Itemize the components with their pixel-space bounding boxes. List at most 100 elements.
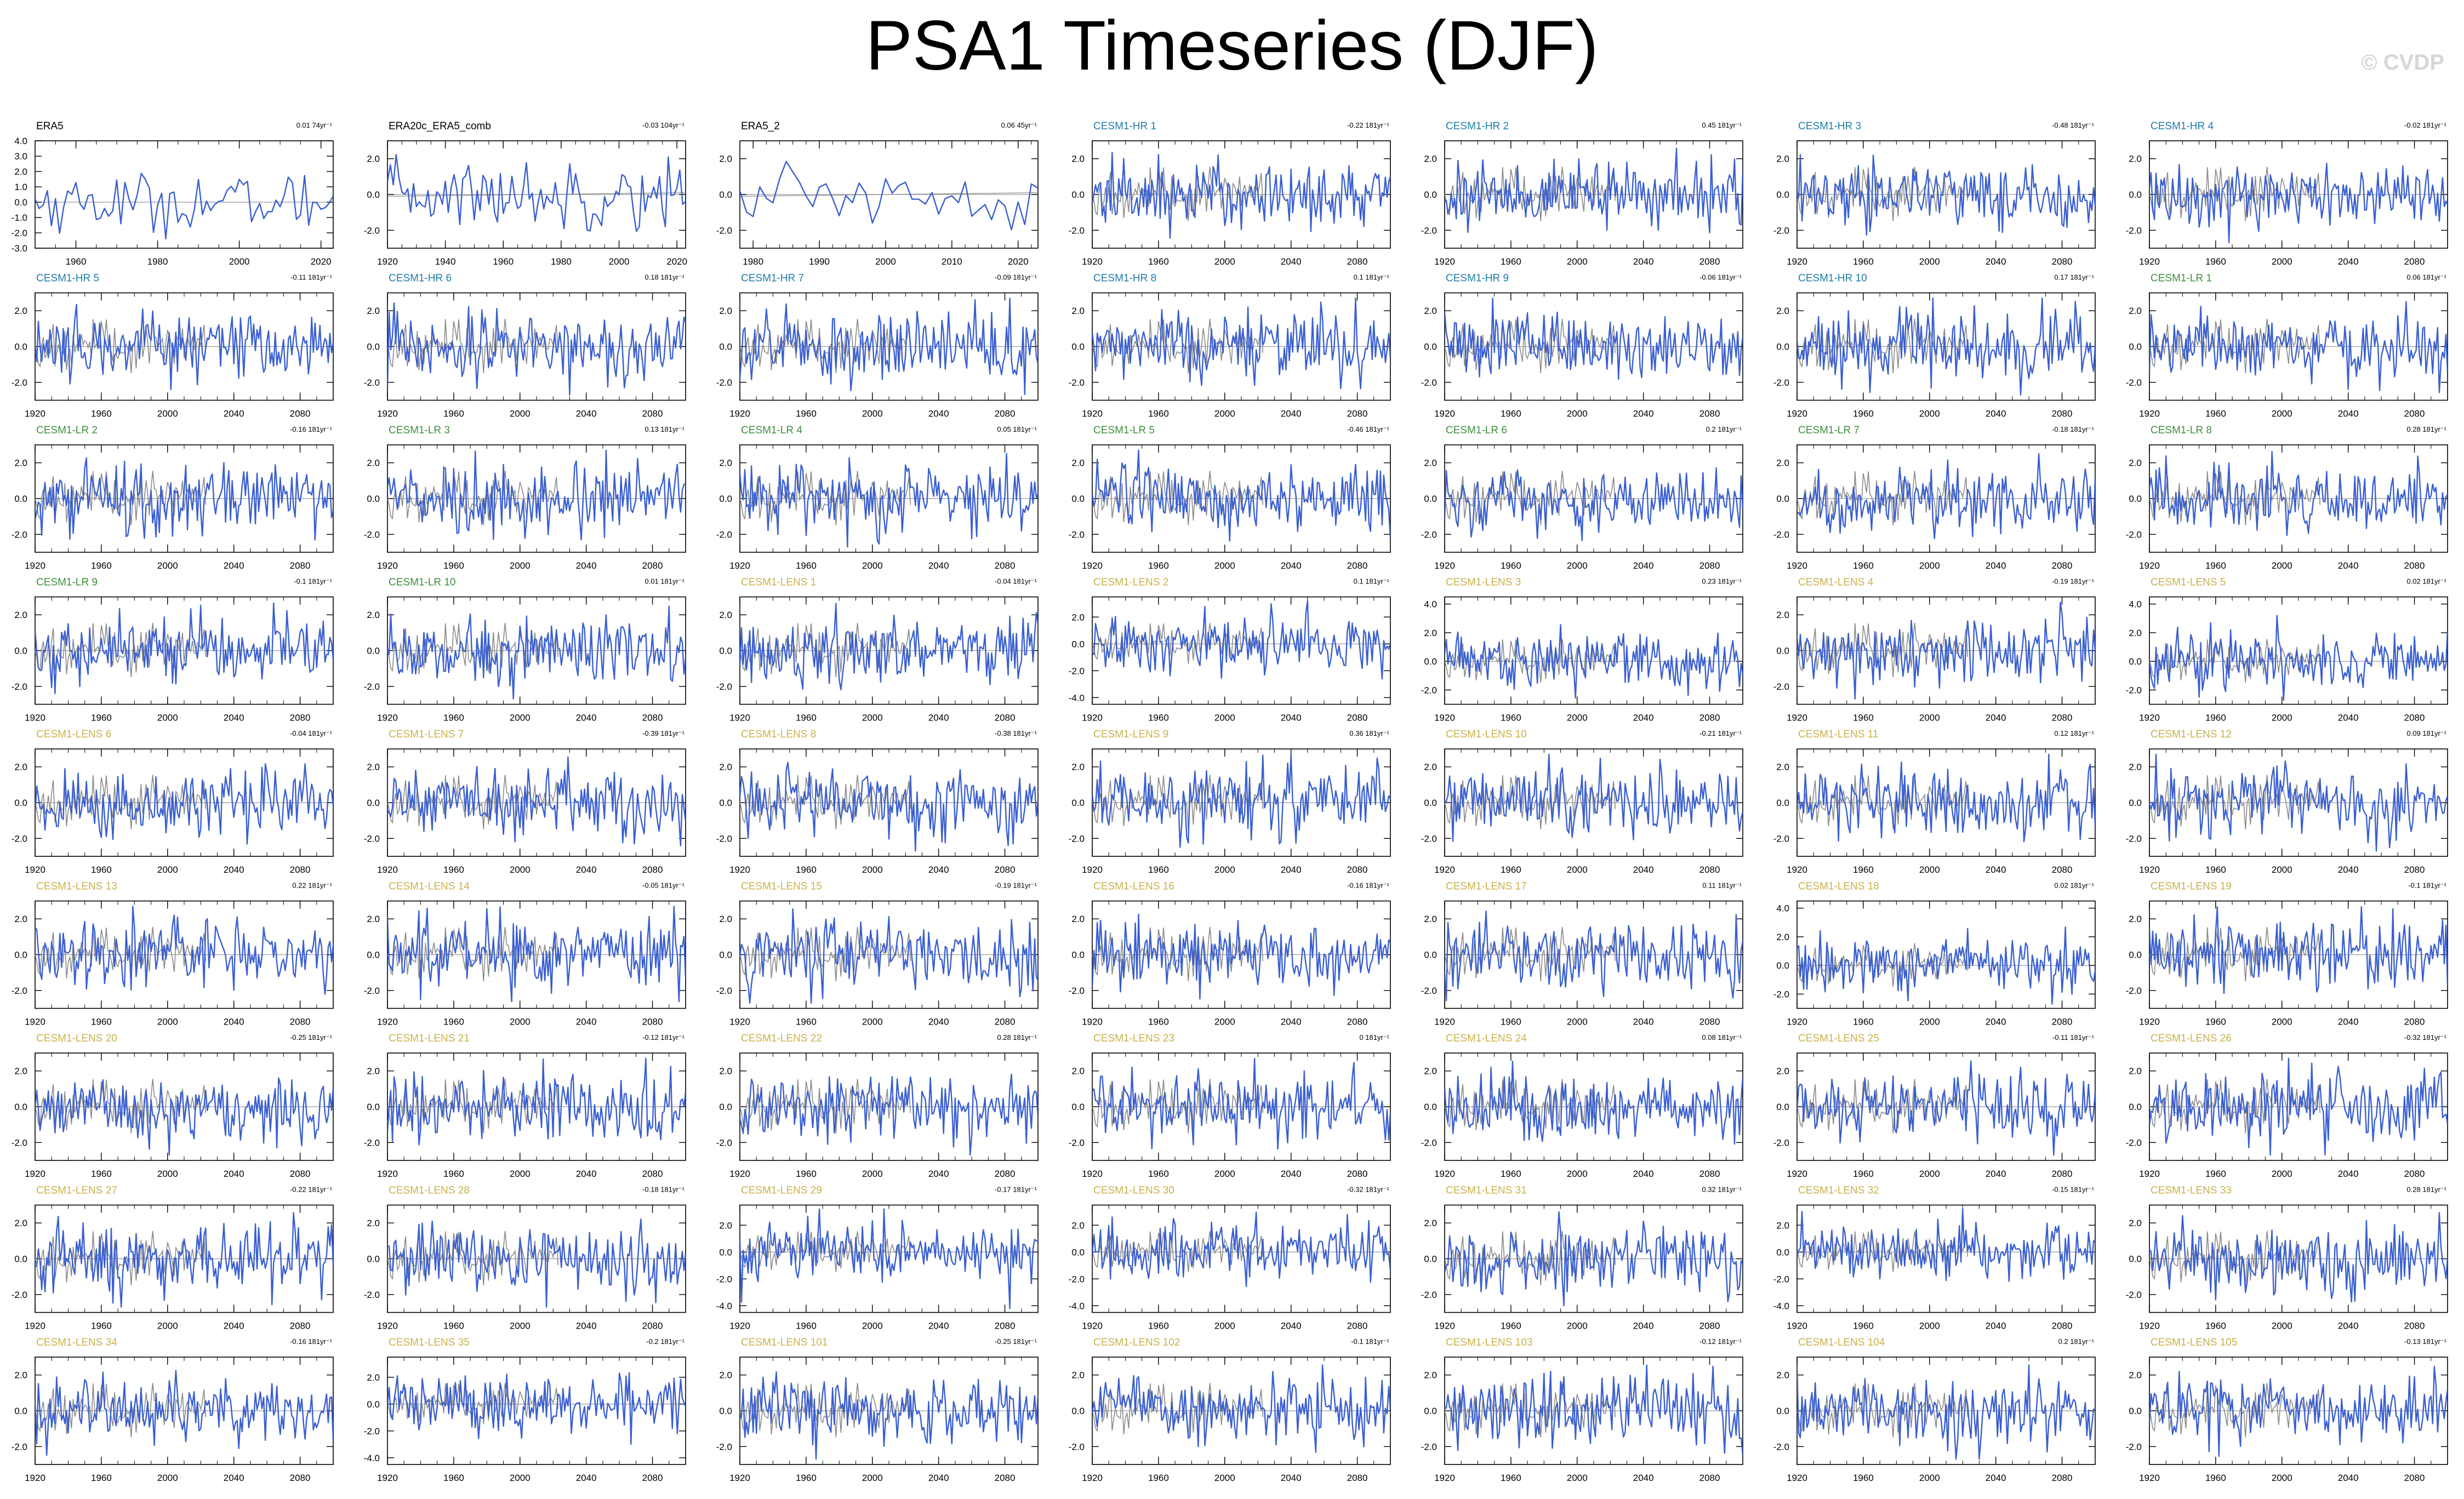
y-tick-label: 0.0	[1071, 190, 1085, 200]
x-tick-label: 2080	[290, 865, 311, 875]
x-tick-label: 2040	[2338, 713, 2359, 723]
y-tick-label: 2.0	[1424, 914, 1437, 924]
y-tick-label: 0.0	[1424, 1254, 1437, 1265]
x-tick-label: 1990	[809, 256, 830, 267]
x-tick-label: 2040	[1281, 1473, 1302, 1483]
y-tick-label: 2.0	[367, 1218, 380, 1228]
series-line	[35, 173, 333, 239]
x-tick-label: 1960	[1501, 1017, 1521, 1027]
y-tick-label: 2.0	[1776, 932, 1789, 942]
y-tick-label: 4.0	[1424, 599, 1437, 610]
x-tick-label: 2080	[1347, 1169, 1368, 1179]
y-tick-label: 2.0	[1071, 612, 1085, 622]
x-tick-label: 2080	[2052, 713, 2073, 723]
x-tick-label: 1920	[729, 560, 750, 571]
x-tick-label: 1920	[2139, 560, 2160, 571]
panel-label: ERA20c_ERA5_comb	[389, 121, 491, 132]
x-tick-label: 2000	[157, 1473, 178, 1483]
panel-cesm1-lens-33: 1920 1960 2000 2040 2080 2.0 0.0 -2.0 CESM1-LENS…	[2126, 1185, 2448, 1331]
x-tick-label: 2080	[642, 409, 663, 419]
x-tick-label: 1960	[1853, 409, 1874, 419]
x-tick-label: 2080	[2404, 1169, 2425, 1179]
y-tick-label: 2.0	[14, 458, 27, 468]
y-tick-label: -2.0	[1773, 833, 1789, 844]
trend-label: 0.18 181yr⁻¹	[644, 273, 685, 282]
x-tick-label: 2000	[2272, 256, 2292, 267]
y-tick-label: 2.0	[1424, 628, 1437, 638]
panel-cesm1-lens-6: 1920 1960 2000 2040 2080 2.0 0.0 -2.0 CESM1-LENS…	[12, 729, 334, 875]
y-tick-label: -2.0	[1069, 833, 1085, 844]
x-tick-label: 2000	[1919, 560, 1940, 571]
x-tick-label: 2040	[1986, 1321, 2006, 1331]
x-tick-label: 2040	[2338, 1169, 2359, 1179]
x-tick-label: 2000	[2272, 1017, 2292, 1027]
series-line	[1797, 1060, 2095, 1156]
y-tick-label: 2.0	[14, 1370, 27, 1381]
y-tick-label: 0.0	[367, 1399, 380, 1410]
series-line	[35, 457, 333, 541]
x-tick-label: 1960	[2205, 1321, 2226, 1331]
x-tick-label: 1920	[1082, 256, 1103, 267]
x-tick-label: 2040	[1281, 1169, 1302, 1179]
x-tick-label: 1920	[1434, 1473, 1455, 1483]
x-tick-label: 2000	[1919, 1169, 1940, 1179]
x-tick-label: 2000	[2272, 713, 2292, 723]
x-tick-label: 2000	[862, 1017, 883, 1027]
plot-frame	[2149, 596, 2448, 705]
x-tick-label: 2080	[1347, 409, 1368, 419]
y-tick-label: -2.0	[12, 1441, 27, 1452]
panel-label: CESM1-HR 3	[1798, 121, 1861, 132]
y-tick-label: 2.0	[2129, 762, 2142, 773]
x-tick-label: 2080	[2404, 865, 2425, 875]
series-line	[35, 906, 333, 995]
y-tick-label: -2.0	[364, 225, 380, 236]
x-tick-label: 2040	[2338, 560, 2359, 571]
y-tick-label: 2.0	[1776, 1370, 1789, 1381]
y-tick-label: 0.0	[14, 646, 27, 656]
y-tick-label: 2.0	[1776, 154, 1789, 164]
x-tick-label: 1960	[1501, 865, 1521, 875]
x-tick-label: 2080	[642, 865, 663, 875]
x-tick-label: 2000	[1214, 713, 1235, 723]
y-tick-label: 0.0	[1776, 342, 1789, 352]
x-tick-label: 1920	[1434, 865, 1455, 875]
panel-label: CESM1-LENS 8	[741, 729, 816, 740]
x-tick-label: 2040	[1986, 409, 2006, 419]
x-tick-label: 1920	[1787, 1473, 1807, 1483]
panel-cesm1-lens-4: 1920 1960 2000 2040 2080 2.0 0.0 -2.0 CESM1-LENS…	[1773, 577, 2096, 723]
x-tick-label: 2000	[510, 713, 531, 723]
panel-label: CESM1-LENS 13	[36, 881, 117, 892]
series-line	[2149, 451, 2448, 536]
y-tick-label: 2.0	[719, 914, 732, 924]
y-tick-label: -2.0	[1069, 529, 1085, 540]
x-tick-label: 2080	[1347, 560, 1368, 571]
y-tick-label: 2.0	[719, 610, 732, 620]
x-tick-label: 1960	[2205, 713, 2226, 723]
series-line	[740, 762, 1038, 852]
x-tick-label: 2080	[995, 1321, 1016, 1331]
observed-series-line	[387, 926, 559, 982]
y-tick-label: 0.0	[719, 190, 732, 200]
series-line	[387, 154, 686, 232]
trend-label: -0.18 181yr⁻¹	[2052, 425, 2095, 433]
y-tick-label: 0.0	[2129, 798, 2142, 808]
x-tick-label: 2040	[224, 1473, 244, 1483]
trend-label: -0.16 181yr⁻¹	[290, 425, 333, 433]
y-tick-label: 2.0	[1071, 762, 1085, 773]
y-tick-label: -2.0	[12, 682, 27, 692]
x-tick-label: 1960	[91, 865, 112, 875]
observed-series-line	[740, 926, 911, 982]
y-tick-label: -2.0	[1069, 1274, 1085, 1284]
series-line	[35, 1077, 333, 1155]
trend-label: 0.13 181yr⁻¹	[644, 425, 685, 433]
panel-cesm1-lr-3: 1920 1960 2000 2040 2080 2.0 0.0 -2.0 CESM1-LR 3…	[364, 425, 686, 571]
x-tick-label: 1980	[147, 256, 168, 267]
y-tick-label: -2.0	[2126, 1441, 2142, 1452]
x-tick-label: 1960	[1501, 256, 1521, 267]
x-tick-label: 1960	[1148, 1017, 1169, 1027]
panel-label: CESM1-LENS 7	[389, 729, 464, 740]
plot-frame	[35, 140, 334, 249]
y-tick-label: 0.0	[1776, 494, 1789, 504]
x-tick-label: 2080	[2052, 560, 2073, 571]
x-tick-label: 2000	[2272, 1321, 2292, 1331]
